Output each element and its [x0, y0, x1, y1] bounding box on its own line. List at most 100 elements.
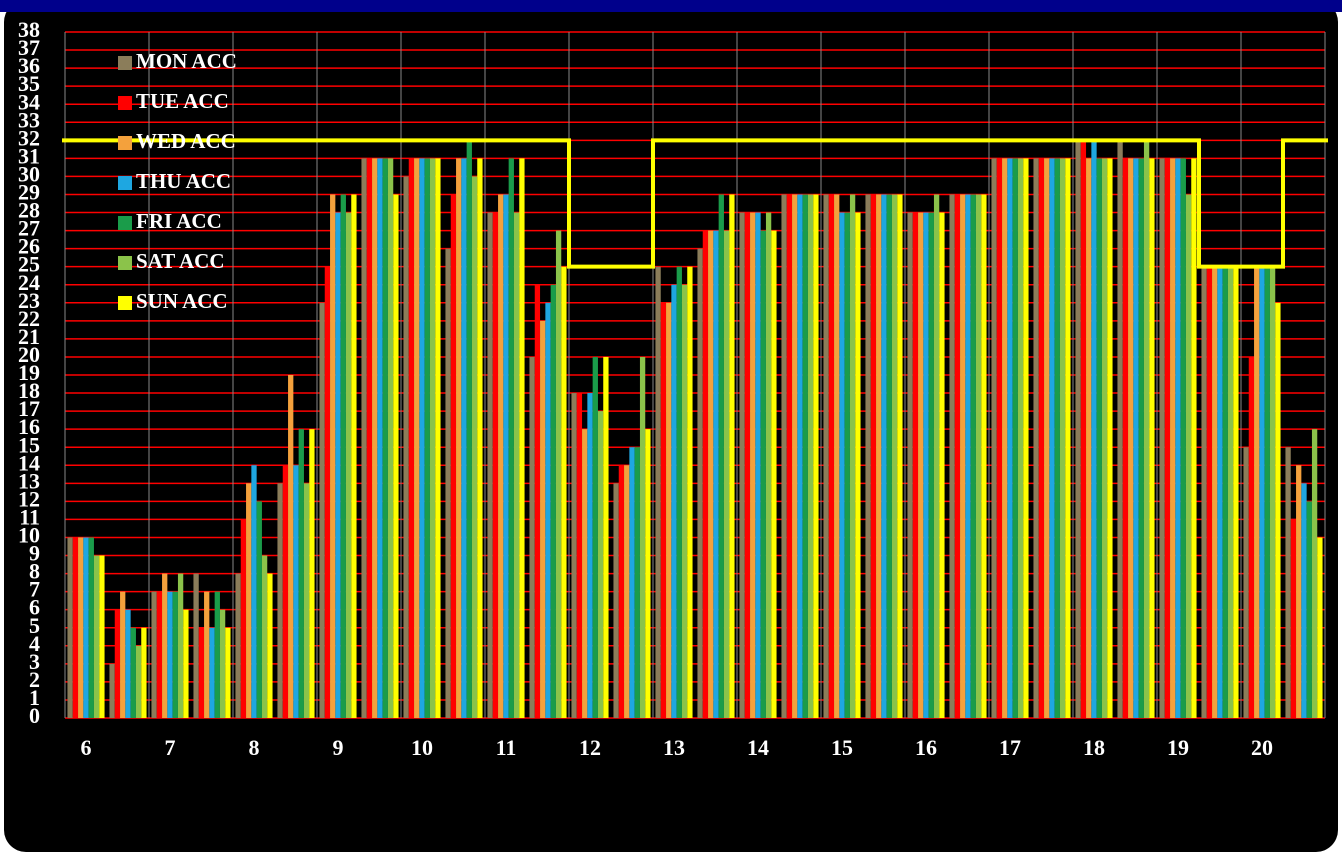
bar	[419, 158, 425, 719]
legend-label: SUN ACC	[136, 289, 228, 313]
bar	[498, 194, 504, 718]
bar	[561, 266, 567, 718]
y-tick-label: 5	[29, 613, 40, 638]
bar	[503, 194, 509, 718]
bar	[1222, 266, 1228, 718]
legend-label: FRI ACC	[136, 209, 222, 233]
bar	[277, 483, 283, 718]
bar	[351, 194, 357, 718]
bar	[456, 158, 462, 719]
y-tick-label: 25	[18, 252, 40, 277]
bar	[414, 158, 420, 719]
bar	[251, 465, 257, 718]
bar	[687, 266, 693, 718]
bar	[1201, 266, 1207, 718]
bar	[718, 194, 724, 718]
bar	[1012, 158, 1018, 719]
y-tick-label: 3	[29, 649, 40, 674]
bar	[240, 519, 247, 718]
y-tick-label: 7	[29, 577, 40, 602]
y-tick-label: 16	[18, 414, 40, 439]
y-tick-label: 12	[18, 486, 40, 511]
bar	[1285, 447, 1291, 718]
bar	[288, 375, 294, 718]
bar	[1086, 158, 1092, 719]
bar	[807, 194, 814, 718]
bar	[645, 429, 651, 718]
bar	[130, 627, 136, 718]
bar	[1049, 158, 1055, 719]
bar	[508, 158, 514, 719]
bar	[1301, 483, 1307, 718]
legend-swatch	[118, 96, 132, 110]
bar	[681, 284, 688, 718]
y-tick-label: 21	[18, 324, 40, 349]
bar	[576, 393, 583, 718]
bar	[1275, 302, 1281, 718]
x-tick-label: 15	[831, 735, 853, 760]
bar	[1164, 158, 1171, 719]
y-tick-label: 17	[18, 396, 40, 421]
bar	[393, 194, 399, 718]
bar	[1185, 194, 1192, 718]
limit-line	[62, 138, 1328, 269]
bar	[991, 158, 997, 719]
bar	[996, 158, 1003, 719]
bar	[366, 158, 373, 719]
bar	[1233, 266, 1239, 718]
y-tick-label: 6	[29, 595, 40, 620]
y-tick-label: 33	[18, 107, 40, 132]
bar	[765, 212, 772, 719]
bar	[377, 158, 383, 719]
bar	[744, 212, 751, 719]
bar	[340, 194, 346, 718]
bar	[786, 194, 793, 718]
bar	[1191, 158, 1197, 719]
bar	[676, 266, 682, 718]
bar	[67, 537, 73, 718]
x-tick-label: 10	[411, 735, 433, 760]
bar	[529, 356, 535, 718]
bar	[540, 320, 546, 718]
bar	[571, 393, 577, 718]
bar	[697, 248, 703, 718]
bar	[1128, 158, 1134, 719]
bar	[1269, 266, 1276, 718]
y-tick-label: 38	[18, 17, 40, 42]
bar	[156, 591, 163, 718]
bar	[1290, 519, 1297, 718]
y-tick-label: 34	[18, 89, 40, 114]
y-tick-label: 8	[29, 559, 40, 584]
x-tick-label: 20	[1251, 735, 1273, 760]
bar	[461, 158, 467, 719]
bar	[1317, 537, 1323, 718]
bar	[135, 645, 142, 718]
bar	[1254, 266, 1260, 718]
bar	[209, 627, 215, 718]
bar	[309, 429, 315, 718]
y-tick-label: 37	[18, 35, 40, 60]
bar	[519, 158, 525, 719]
bar	[534, 284, 541, 718]
legend-swatch	[118, 216, 132, 230]
bar	[424, 158, 430, 719]
bar	[639, 356, 646, 718]
x-tick-label: 8	[249, 735, 260, 760]
bar	[587, 393, 593, 718]
bar	[1080, 140, 1087, 718]
legend-swatch	[118, 296, 132, 310]
bar	[1149, 158, 1155, 719]
bar	[429, 158, 436, 719]
bar	[844, 212, 850, 719]
bar	[435, 158, 441, 719]
bar	[445, 248, 451, 718]
top-band	[0, 0, 1342, 12]
bar	[109, 663, 115, 718]
bar	[823, 194, 829, 718]
legend-swatch	[118, 176, 132, 190]
bar	[93, 555, 100, 718]
bar	[335, 212, 341, 719]
y-tick-label: 10	[18, 523, 40, 548]
bar	[1059, 158, 1066, 719]
bar	[954, 194, 961, 718]
